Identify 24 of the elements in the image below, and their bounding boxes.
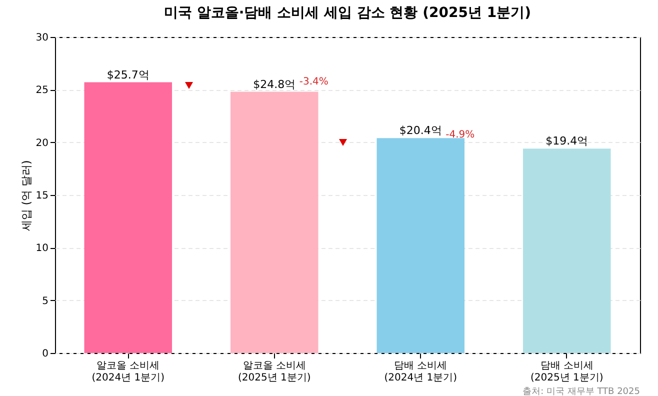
x-tick-label: 담배 소비세 (2024년 1분기) [384, 360, 458, 384]
y-axis-title: 세입 (억 달러) [20, 160, 33, 231]
source-note: 출처: 미국 재무부 TTB 2025 [522, 387, 640, 396]
y-tick-label: 10 [36, 243, 48, 254]
data-label: $20.4억 [399, 124, 442, 138]
annotation: -3.4% [299, 76, 328, 88]
y-tick-label: 15 [36, 190, 48, 202]
x-tick-label: 알코올 소비세 (2024년 1분기) [92, 360, 165, 384]
annotation: -4.9% [446, 129, 475, 140]
chart-title: 미국 알코올·담배 소비세 세입 감소 현황 (2025년 1분기) [164, 5, 531, 21]
data-label: $25.7억 [106, 68, 150, 82]
x-tick-label: 알코올 소비세 (2025년 1분기) [238, 360, 311, 384]
data-label: $19.4억 [546, 134, 588, 148]
bar [84, 82, 172, 353]
data-label: $24.8억 [253, 78, 296, 91]
bar [376, 138, 464, 353]
bar [230, 92, 318, 353]
y-tick-label: 5 [42, 296, 48, 307]
bar [523, 148, 611, 353]
y-tick-label: 30 [36, 32, 48, 44]
y-tick-label: 25 [36, 85, 48, 96]
x-tick-label: 담배 소비세 (2025년 1분기) [530, 360, 604, 384]
y-tick-label: 20 [36, 138, 48, 149]
y-tick-label: 0 [42, 348, 48, 360]
